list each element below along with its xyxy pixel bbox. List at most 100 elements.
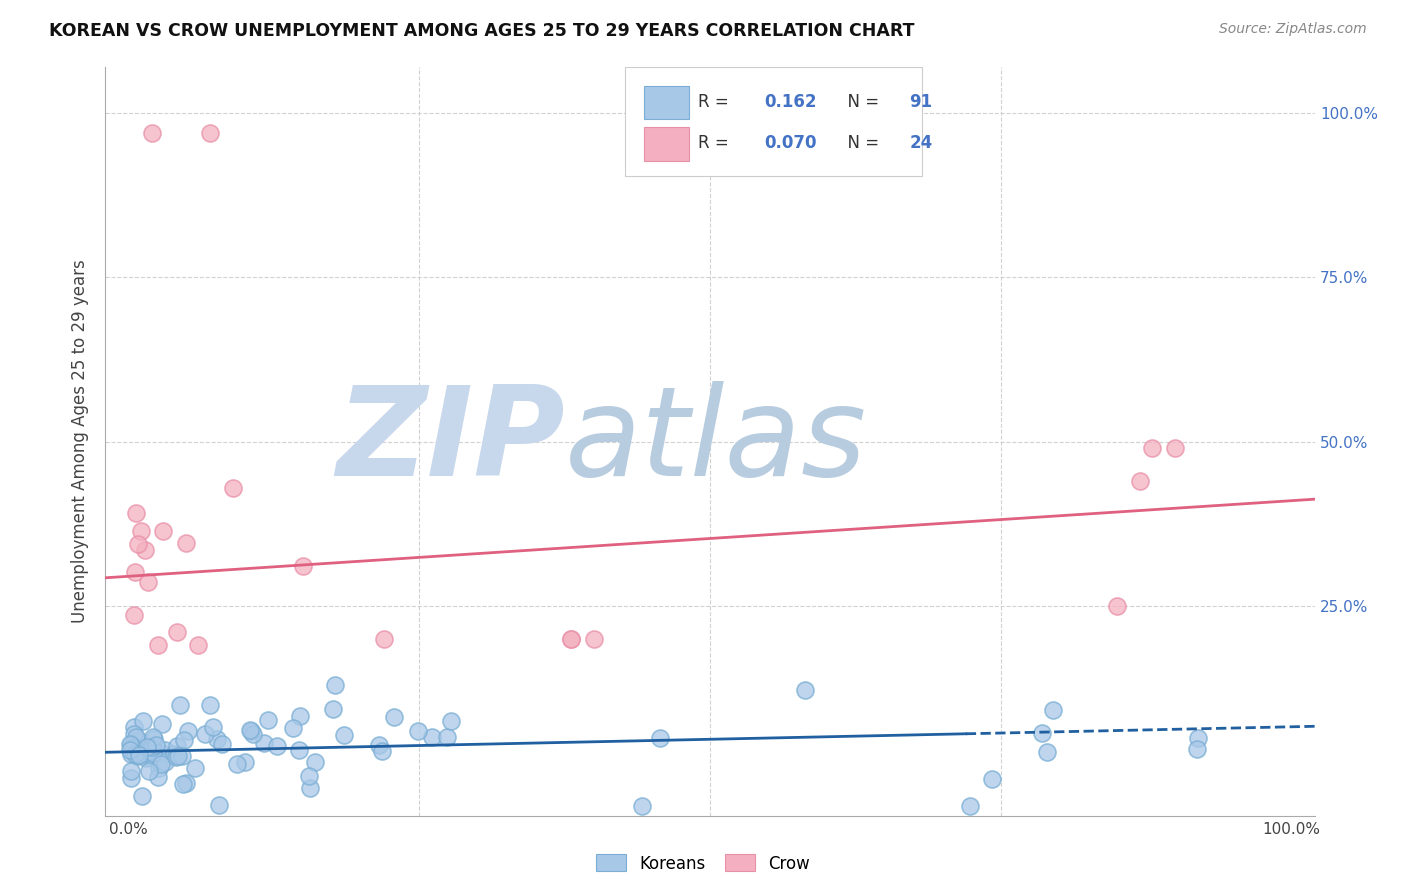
Point <box>205 731 228 746</box>
Point <box>145 739 167 753</box>
Point <box>134 746 156 760</box>
Point <box>222 481 245 495</box>
Point <box>138 764 160 778</box>
Point <box>120 747 142 761</box>
Point <box>120 738 142 752</box>
Point <box>631 799 654 814</box>
Point <box>298 769 321 783</box>
Point <box>436 730 458 744</box>
Bar <box>644 86 689 120</box>
Point <box>176 724 198 739</box>
Point <box>981 772 1004 786</box>
Point <box>184 761 207 775</box>
Point <box>132 744 155 758</box>
Point <box>120 764 142 778</box>
Point <box>1042 703 1064 717</box>
Point <box>332 728 354 742</box>
Text: R =: R = <box>697 93 734 112</box>
Point <box>124 565 146 579</box>
Point <box>201 721 224 735</box>
Point <box>129 524 152 539</box>
Point <box>146 638 169 652</box>
Point <box>211 737 233 751</box>
Point <box>648 731 671 745</box>
Point <box>150 717 173 731</box>
Text: ZIP: ZIP <box>336 381 565 502</box>
Text: N =: N = <box>837 135 884 153</box>
Point <box>143 731 166 746</box>
Point <box>1036 745 1059 759</box>
Point <box>166 749 188 764</box>
Point <box>1140 441 1163 455</box>
Point <box>169 698 191 712</box>
Text: 0.070: 0.070 <box>765 135 817 153</box>
Point <box>153 756 176 770</box>
Point <box>120 737 142 751</box>
Y-axis label: Unemployment Among Ages 25 to 29 years: Unemployment Among Ages 25 to 29 years <box>70 260 89 624</box>
Point <box>135 751 157 765</box>
Point <box>239 723 262 738</box>
Point <box>165 750 187 764</box>
Point <box>368 738 391 752</box>
Point <box>187 638 209 652</box>
Point <box>1031 725 1053 739</box>
Point <box>582 632 605 646</box>
Point <box>298 781 321 796</box>
Point <box>304 755 326 769</box>
Point <box>148 761 170 775</box>
Point <box>141 126 163 140</box>
Point <box>146 770 169 784</box>
Point <box>135 739 157 753</box>
Point <box>322 702 344 716</box>
Point <box>128 747 150 762</box>
Point <box>176 776 198 790</box>
Text: KOREAN VS CROW UNEMPLOYMENT AMONG AGES 25 TO 29 YEARS CORRELATION CHART: KOREAN VS CROW UNEMPLOYMENT AMONG AGES 2… <box>49 22 915 40</box>
Point <box>323 678 346 692</box>
Point <box>128 746 150 760</box>
Point <box>1105 599 1128 613</box>
Point <box>172 749 194 764</box>
Point <box>233 756 256 770</box>
Point <box>283 721 305 735</box>
Point <box>208 797 231 812</box>
Point <box>127 732 149 747</box>
Point <box>152 524 174 538</box>
Point <box>560 632 582 646</box>
Point <box>121 742 143 756</box>
Text: R =: R = <box>697 135 734 153</box>
Point <box>1187 731 1209 745</box>
Point <box>173 732 195 747</box>
Point <box>128 733 150 747</box>
Point <box>257 713 280 727</box>
Point <box>288 709 311 723</box>
Point <box>166 624 188 639</box>
Point <box>194 727 217 741</box>
Point <box>122 607 145 622</box>
Legend: Koreans, Crow: Koreans, Crow <box>589 847 817 880</box>
Point <box>125 506 148 520</box>
Point <box>252 736 274 750</box>
Point <box>1164 441 1187 455</box>
Point <box>142 746 165 760</box>
Point <box>136 575 159 590</box>
Point <box>1187 742 1209 756</box>
Text: 24: 24 <box>910 135 932 153</box>
Point <box>288 743 311 757</box>
Point <box>134 542 156 557</box>
Point <box>239 724 262 739</box>
Text: 0.162: 0.162 <box>765 93 817 112</box>
Point <box>127 748 149 763</box>
Point <box>373 632 395 646</box>
Point <box>125 730 148 744</box>
Point <box>122 721 145 735</box>
Point <box>174 536 197 550</box>
Point <box>153 747 176 761</box>
Point <box>371 744 394 758</box>
Point <box>132 714 155 729</box>
Point <box>172 776 194 790</box>
Point <box>560 632 582 646</box>
Point <box>153 743 176 757</box>
Point <box>139 744 162 758</box>
Point <box>440 714 463 728</box>
Point <box>149 757 172 772</box>
